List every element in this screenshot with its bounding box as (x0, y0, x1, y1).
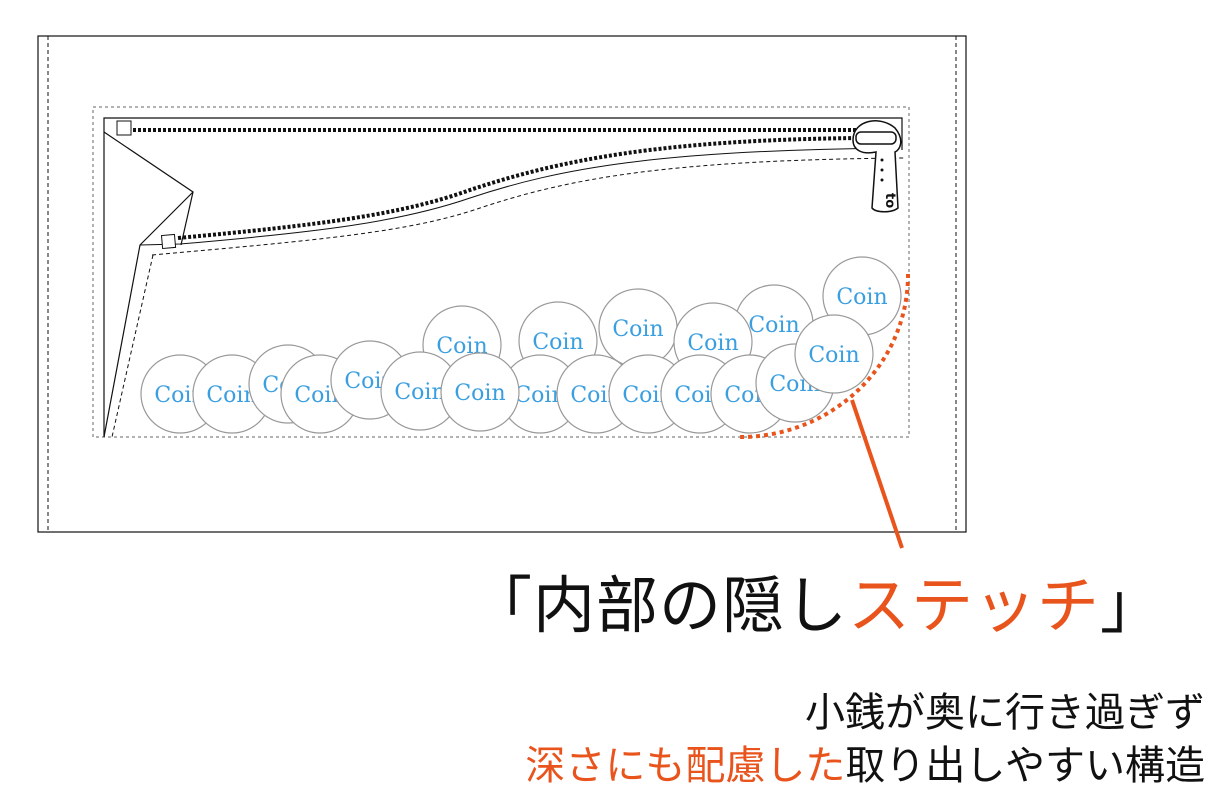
caption-highlight: 深さにも配慮した (525, 743, 846, 789)
curved-zipper (177, 136, 861, 240)
hidden-stitch (739, 273, 911, 439)
coin: Coin (794, 314, 874, 394)
headline: 「内部の隠しステッチ」 (470, 555, 1163, 645)
coin-label: Coin (687, 331, 738, 356)
pocket-outline (92, 106, 910, 438)
callout-line (850, 399, 904, 549)
coin-label: Coin (808, 343, 859, 368)
zipper-pull-icon[interactable]: to (852, 120, 902, 213)
coin-label: Coin (748, 313, 799, 338)
zipper-edge (139, 147, 901, 246)
side-stitch (111, 254, 154, 438)
caption-rest: 取り出しやすい構造 (845, 743, 1205, 789)
coin-label: Coin (532, 330, 583, 355)
headline-close: 」 (1100, 569, 1164, 642)
outer-panel (37, 35, 967, 533)
coin-label: Coin (454, 381, 505, 406)
zipper-pull-label: to (882, 193, 897, 208)
headline-highlight: ステッチ (848, 569, 1101, 642)
inner-panel (103, 117, 903, 437)
zipper-stop-bottom (160, 233, 177, 250)
coin: Coin (440, 352, 520, 432)
caption-line-2: 深さにも配慮した取り出しやすい構造 (525, 733, 1205, 791)
zipper-stop-top (116, 120, 132, 136)
coin-label: Coin (612, 317, 663, 342)
caption-line-1: 小銭が奥に行き過ぎず (805, 690, 1205, 736)
coin: Coin (598, 288, 678, 368)
coin-label: Coin (836, 285, 887, 310)
headline-text: 「内部の隠し (470, 569, 849, 642)
fold-line (103, 131, 194, 438)
coin-label: Coin (394, 380, 445, 405)
zipper-stitch (151, 157, 906, 256)
